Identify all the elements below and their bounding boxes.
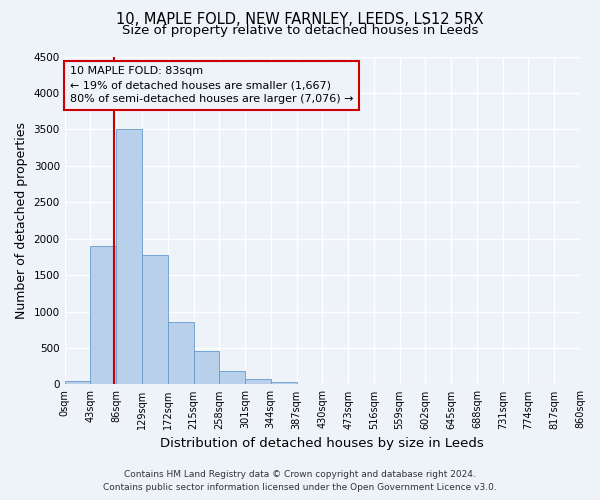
Bar <box>271 382 296 384</box>
Text: 10 MAPLE FOLD: 83sqm
← 19% of detached houses are smaller (1,667)
80% of semi-de: 10 MAPLE FOLD: 83sqm ← 19% of detached h… <box>70 66 353 104</box>
Bar <box>219 371 245 384</box>
Text: Size of property relative to detached houses in Leeds: Size of property relative to detached ho… <box>122 24 478 37</box>
Bar <box>65 381 91 384</box>
Bar <box>91 246 116 384</box>
Text: Contains HM Land Registry data © Crown copyright and database right 2024.
Contai: Contains HM Land Registry data © Crown c… <box>103 470 497 492</box>
Bar <box>116 130 142 384</box>
Bar <box>142 254 168 384</box>
Bar <box>245 379 271 384</box>
Y-axis label: Number of detached properties: Number of detached properties <box>15 122 28 319</box>
Bar <box>193 351 219 384</box>
Text: 10, MAPLE FOLD, NEW FARNLEY, LEEDS, LS12 5RX: 10, MAPLE FOLD, NEW FARNLEY, LEEDS, LS12… <box>116 12 484 28</box>
X-axis label: Distribution of detached houses by size in Leeds: Distribution of detached houses by size … <box>160 437 484 450</box>
Bar <box>168 322 193 384</box>
